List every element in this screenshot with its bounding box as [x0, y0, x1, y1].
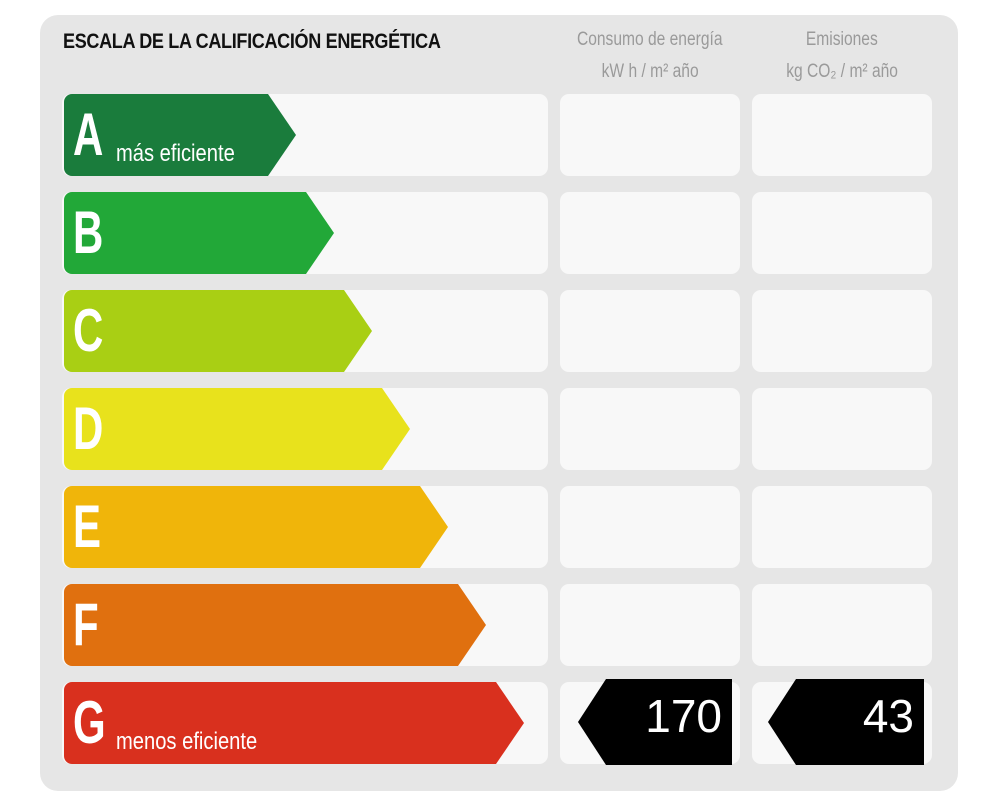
page-title: ESCALA DE LA CALIFICACIÓN ENERGÉTICA	[63, 30, 441, 53]
rating-arrow-b: B	[64, 192, 334, 274]
consumo-cell-f	[560, 584, 740, 666]
scale-row-f: F	[62, 584, 934, 667]
rating-label-a: más eficiente	[116, 140, 235, 167]
consumo-header-line1: Consumo de energía	[577, 29, 723, 50]
consumo-column-header: Consumo de energía kW h / m² año	[560, 24, 740, 88]
emisiones-cell-a	[752, 94, 932, 176]
rating-arrow-f: F	[64, 584, 486, 666]
rating-letter-c: C	[73, 297, 104, 364]
emisiones-rating-tag: 43	[768, 679, 924, 765]
rating-letter-f: F	[73, 591, 99, 658]
consumo-cell-b	[560, 192, 740, 274]
scale-row-a: A más eficiente	[62, 94, 934, 177]
scale-row-d: D	[62, 388, 934, 471]
rating-arrow-c: C	[64, 290, 372, 372]
emisiones-cell-d	[752, 388, 932, 470]
consumo-rating-tag: 170	[578, 679, 732, 765]
consumo-cell-c	[560, 290, 740, 372]
emisiones-cell-c	[752, 290, 932, 372]
rating-arrow-d: D	[64, 388, 410, 470]
rating-arrow-e: E	[64, 486, 448, 568]
scale-row-e: E	[62, 486, 934, 569]
consumo-cell-a	[560, 94, 740, 176]
emisiones-column-header: Emisiones kg CO₂ / m² año	[752, 24, 932, 88]
rating-letter-d: D	[73, 395, 104, 462]
consumo-cell-d	[560, 388, 740, 470]
consumo-header-line2: kW h / m² año	[601, 61, 699, 82]
rating-arrow-g: G menos eficiente	[64, 682, 524, 764]
emisiones-header-line2: kg CO₂ / m² año	[786, 61, 898, 82]
rating-label-g: menos eficiente	[116, 728, 258, 755]
consumo-cell-e	[560, 486, 740, 568]
emisiones-cell-f	[752, 584, 932, 666]
scale-row-b: B	[62, 192, 934, 275]
rating-arrow-a: A más eficiente	[64, 94, 296, 176]
rating-letter-a: A	[73, 101, 104, 168]
emisiones-cell-e	[752, 486, 932, 568]
scale-row-g: G menos eficiente 170 43	[62, 679, 934, 765]
rating-letter-g: G	[73, 689, 106, 756]
rating-letter-b: B	[73, 199, 104, 266]
scale-row-c: C	[62, 290, 934, 373]
emisiones-header-line1: Emisiones	[806, 29, 878, 50]
rating-letter-e: E	[73, 493, 102, 560]
emisiones-cell-b	[752, 192, 932, 274]
